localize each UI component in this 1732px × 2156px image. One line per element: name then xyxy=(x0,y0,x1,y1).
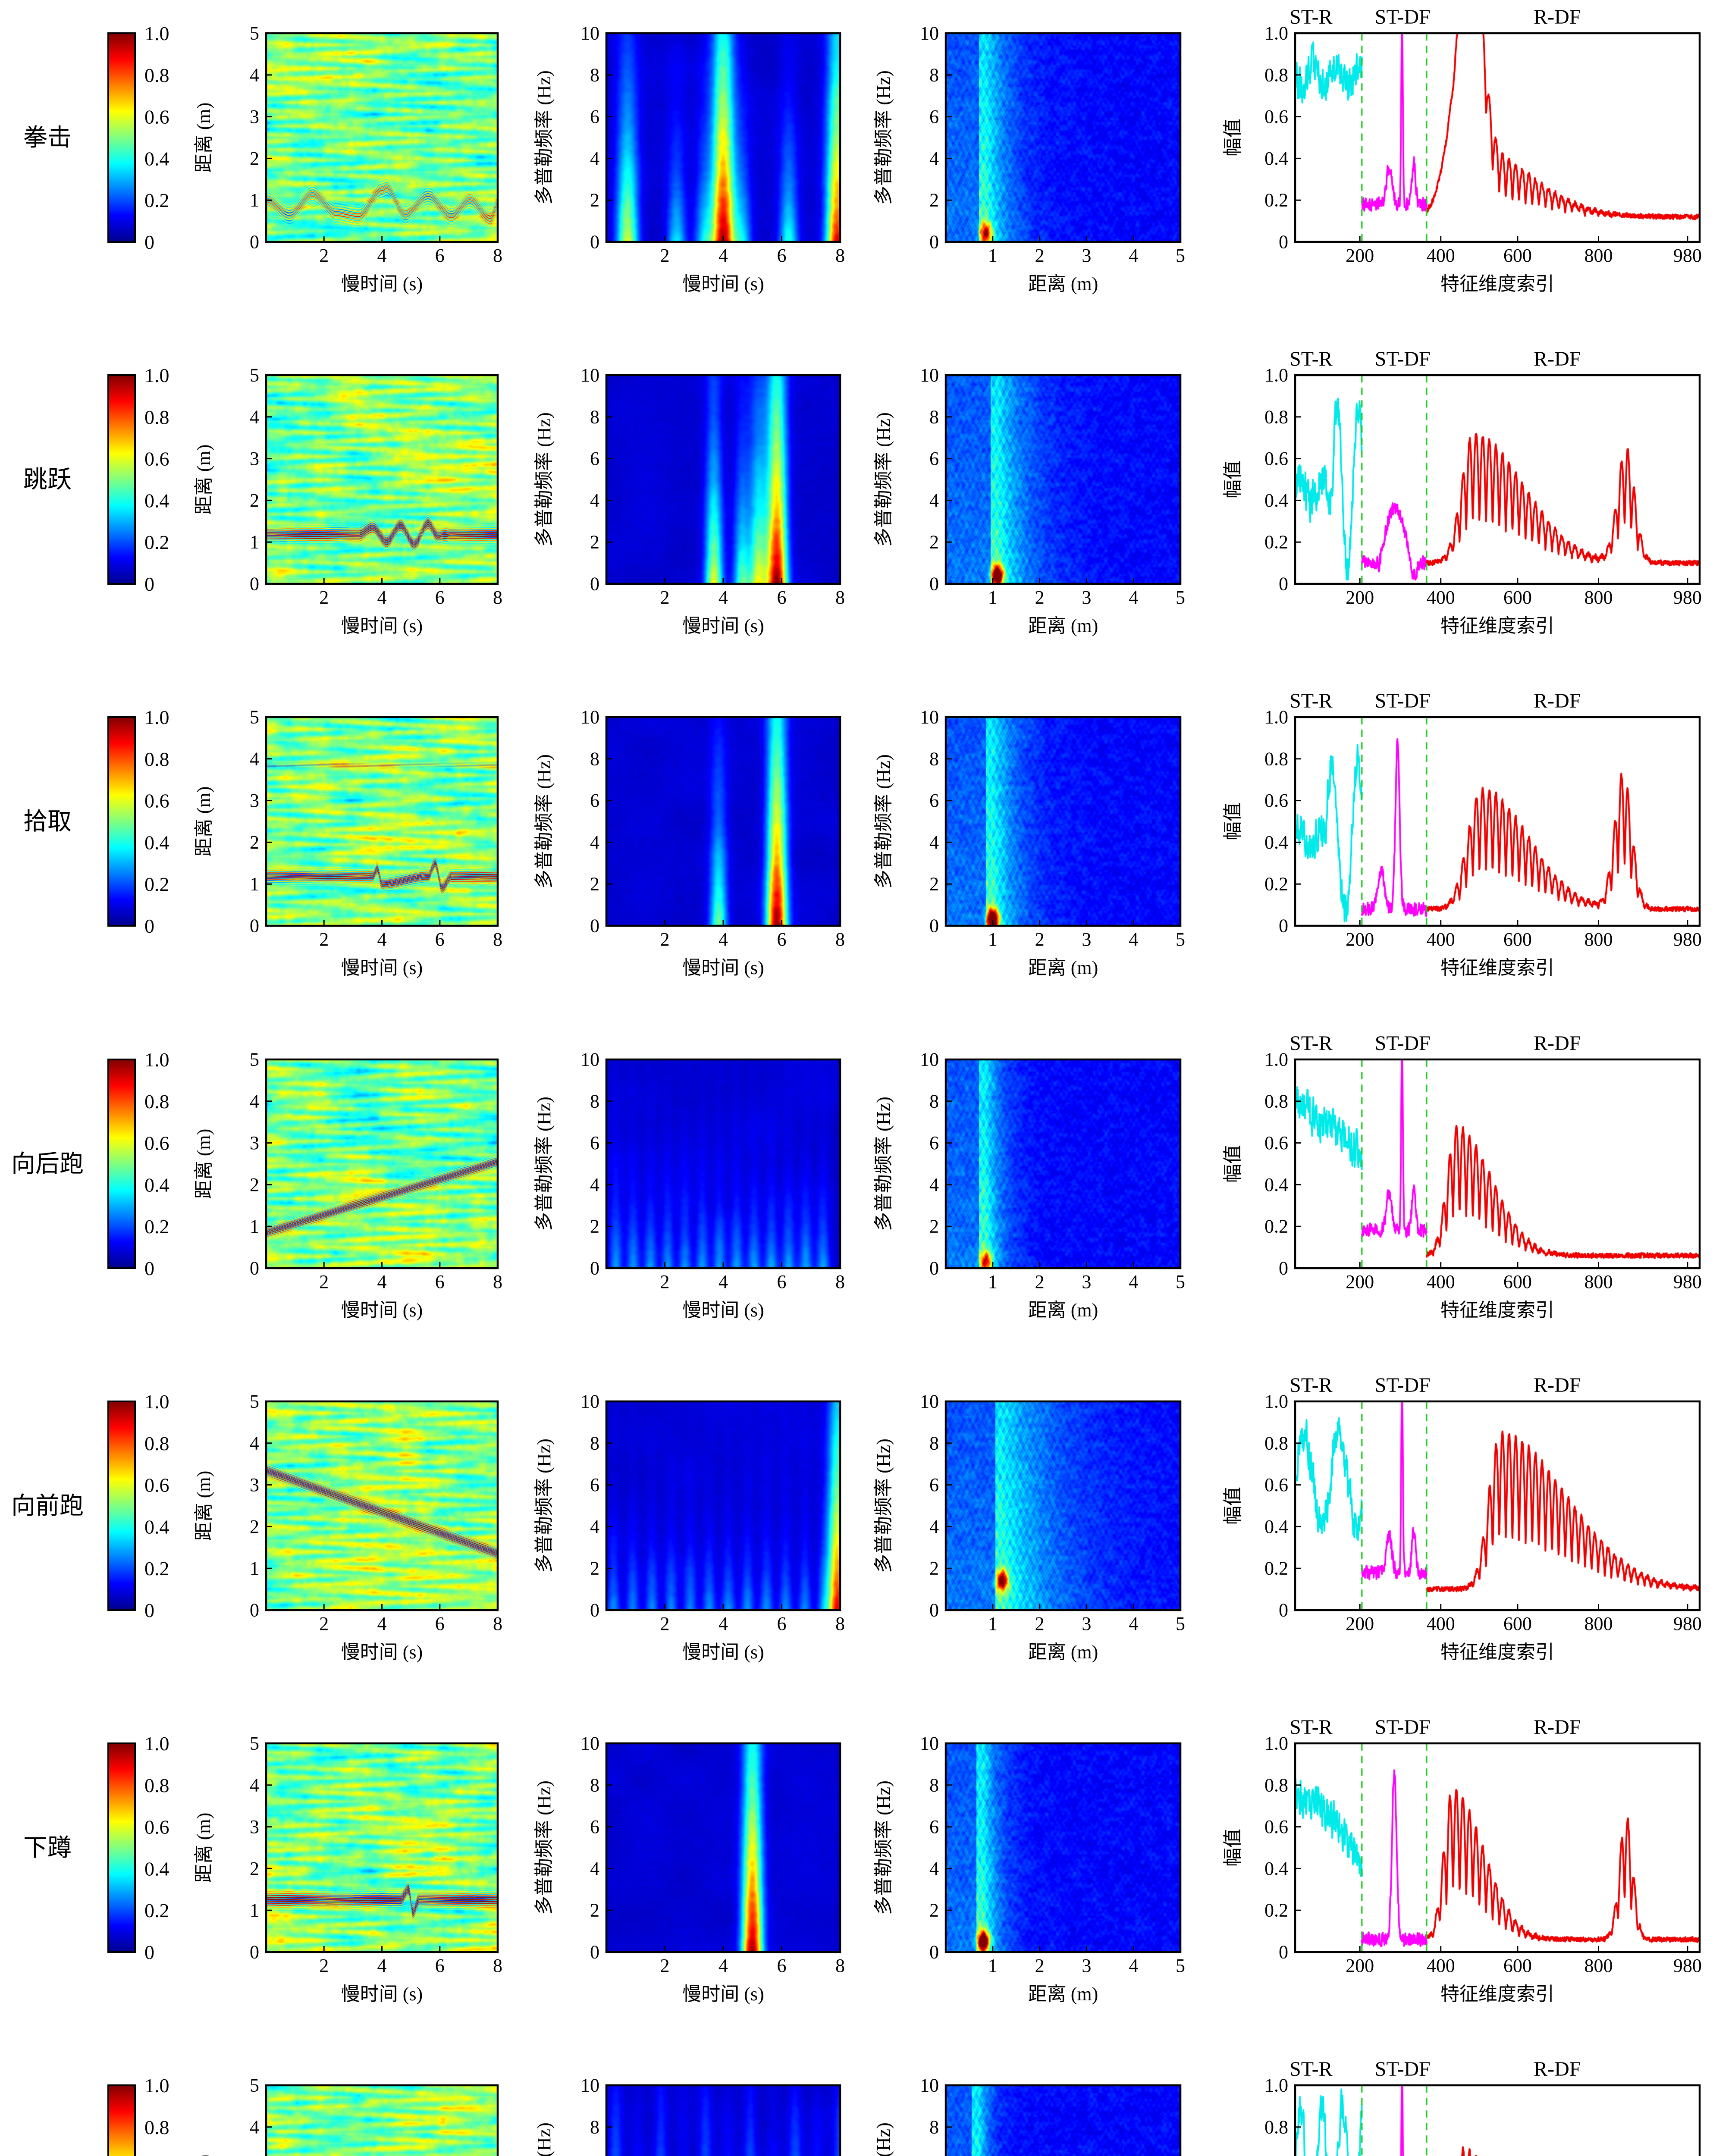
svg-text:R-DF: R-DF xyxy=(1534,689,1581,712)
svg-text:ST-R: ST-R xyxy=(1290,1032,1333,1055)
svg-text:ST-R: ST-R xyxy=(1290,6,1333,28)
svg-text:ST-DF: ST-DF xyxy=(1375,1716,1431,1739)
svg-text:ST-DF: ST-DF xyxy=(1375,1374,1431,1397)
svg-text:ST-R: ST-R xyxy=(1290,348,1333,370)
svg-text:R-DF: R-DF xyxy=(1534,6,1581,28)
svg-text:ST-R: ST-R xyxy=(1290,2058,1333,2081)
svg-text:R-DF: R-DF xyxy=(1534,1716,1581,1739)
svg-text:ST-DF: ST-DF xyxy=(1375,1032,1431,1055)
svg-text:ST-DF: ST-DF xyxy=(1375,689,1431,712)
svg-text:ST-R: ST-R xyxy=(1290,689,1333,712)
svg-text:R-DF: R-DF xyxy=(1534,1032,1581,1055)
svg-text:R-DF: R-DF xyxy=(1534,1374,1581,1397)
svg-text:ST-DF: ST-DF xyxy=(1375,348,1431,370)
svg-text:ST-DF: ST-DF xyxy=(1375,6,1431,28)
svg-text:R-DF: R-DF xyxy=(1534,348,1581,370)
svg-text:ST-DF: ST-DF xyxy=(1375,2058,1431,2081)
svg-text:ST-R: ST-R xyxy=(1290,1374,1333,1397)
svg-text:ST-R: ST-R xyxy=(1290,1716,1333,1739)
svg-text:R-DF: R-DF xyxy=(1534,2058,1581,2081)
